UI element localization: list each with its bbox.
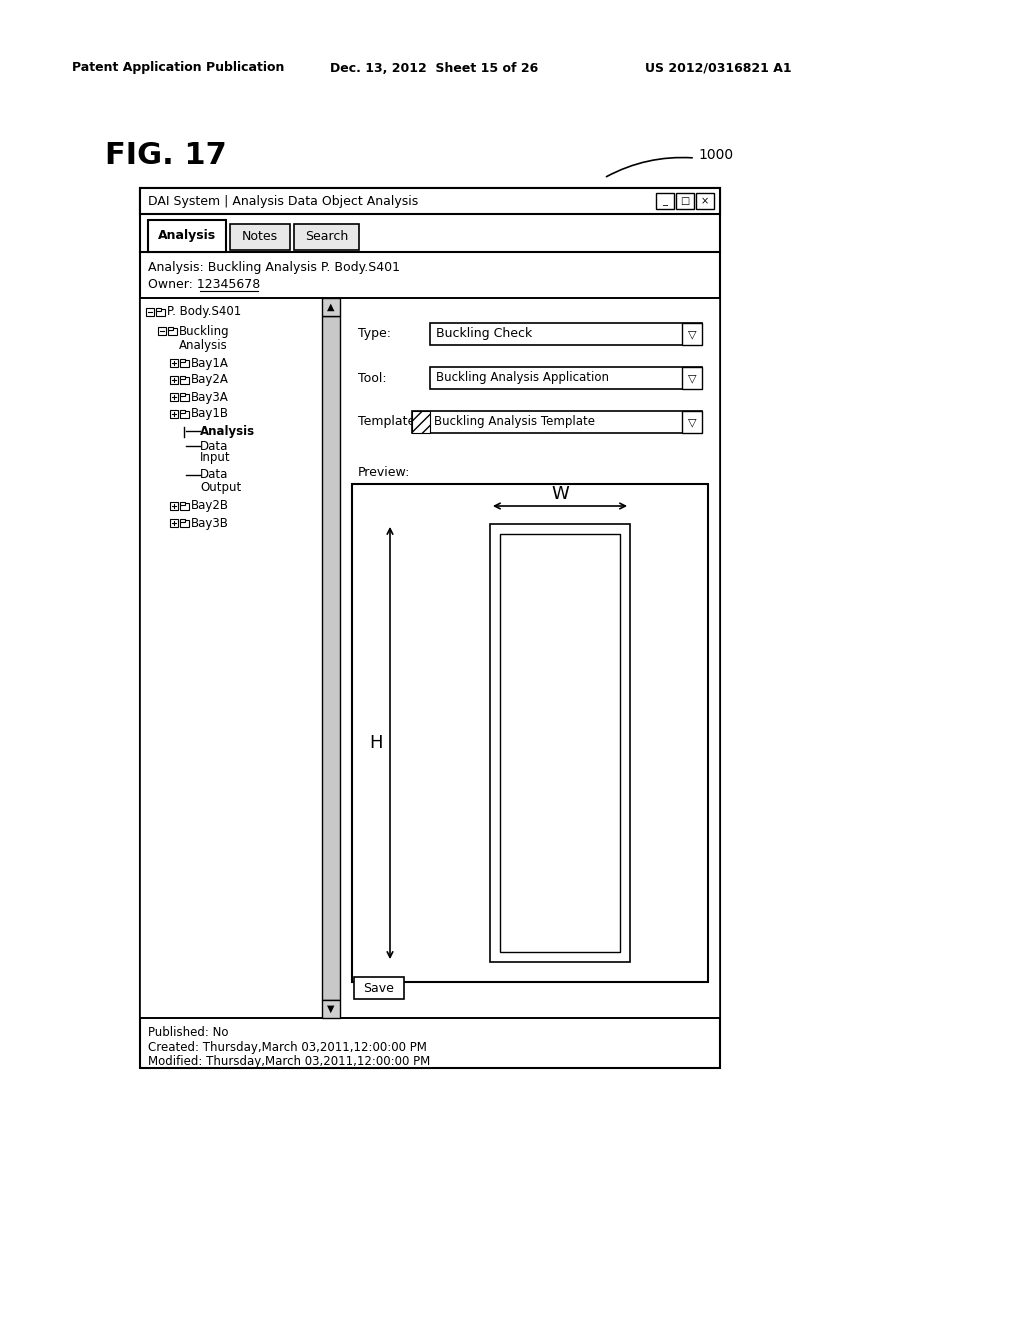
Bar [168,326,172,330]
Bar [430,367,702,389]
Text: Dec. 13, 2012  Sheet 15 of 26: Dec. 13, 2012 Sheet 15 of 26 [330,62,539,74]
Bar [180,502,184,504]
Bar [146,308,154,315]
Bar [656,193,674,209]
Text: Output: Output [200,480,242,494]
Bar [158,327,166,335]
Bar [352,484,708,982]
Text: Analysis: Buckling Analysis P. Body.S401: Analysis: Buckling Analysis P. Body.S401 [148,261,400,275]
Text: Preview:: Preview: [358,466,411,479]
Text: Analysis: Analysis [179,338,227,351]
Bar [170,411,178,418]
Text: US 2012/0316821 A1: US 2012/0316821 A1 [645,62,792,74]
Bar [682,323,702,345]
Bar [170,376,178,384]
Text: Bay1B: Bay1B [191,408,229,421]
Text: Bay1A: Bay1A [191,356,229,370]
Text: Analysis: Analysis [200,425,255,437]
Bar [430,323,702,345]
Bar [676,193,694,209]
Text: □: □ [680,195,689,206]
Text: ▲: ▲ [328,302,335,312]
Text: Bay2A: Bay2A [191,374,229,387]
Bar [682,411,702,433]
Bar [322,1001,340,1018]
Text: Analysis: Analysis [158,230,216,243]
Text: H: H [370,734,383,752]
Bar [230,224,290,249]
Text: Template:: Template: [358,416,420,429]
Text: ▽: ▽ [688,417,696,426]
Text: Buckling: Buckling [179,325,229,338]
Text: Buckling Analysis Application: Buckling Analysis Application [436,371,609,384]
Bar [170,519,178,527]
Text: _: _ [663,195,668,206]
Text: ▼: ▼ [328,1005,335,1014]
Text: Modified: Thursday,March 03,2011,12:00:00 PM: Modified: Thursday,March 03,2011,12:00:0… [148,1056,430,1068]
Text: Published: No: Published: No [148,1026,228,1039]
Bar [180,359,184,362]
Text: Created: Thursday,March 03,2011,12:00:00 PM: Created: Thursday,March 03,2011,12:00:00… [148,1040,427,1053]
Bar [180,392,184,396]
Bar [500,535,620,952]
Bar [148,220,226,252]
Text: 1000: 1000 [698,148,733,162]
Text: Buckling Check: Buckling Check [436,327,532,341]
Bar [340,298,720,1018]
Bar [180,376,189,384]
Bar [170,359,178,367]
Bar [180,359,189,367]
Text: P. Body.S401: P. Body.S401 [167,305,242,318]
Text: Data: Data [200,440,228,453]
Text: Save: Save [364,982,394,994]
Text: Owner: 12345678: Owner: 12345678 [148,277,260,290]
Bar [140,298,340,1018]
Bar [412,411,702,433]
Bar [170,502,178,510]
Text: Data: Data [200,469,228,482]
Text: Bay3A: Bay3A [191,391,228,404]
Bar [354,977,404,999]
Bar [180,409,184,412]
Bar [180,519,184,521]
Text: ▽: ▽ [688,329,696,339]
Bar [156,309,165,315]
Bar [682,367,702,389]
Text: Tool:: Tool: [358,371,387,384]
Text: Bay2B: Bay2B [191,499,229,512]
Text: Buckling Analysis Template: Buckling Analysis Template [434,416,595,429]
Bar [140,187,720,214]
Bar [140,187,720,1068]
Text: W: W [551,484,569,503]
Bar [180,375,184,379]
Bar [180,411,189,417]
Bar [696,193,714,209]
Text: FIG. 17: FIG. 17 [105,140,226,169]
Text: DAI System | Analysis Data Object Analysis: DAI System | Analysis Data Object Analys… [148,194,418,207]
Bar [412,411,430,433]
Bar [180,393,189,400]
Text: Notes: Notes [242,231,279,243]
Text: Type:: Type: [358,327,391,341]
Bar [180,503,189,510]
Bar [180,520,189,527]
Text: Input: Input [200,451,230,465]
Text: Search: Search [305,231,348,243]
Text: ×: × [701,195,709,206]
Bar [156,308,161,310]
Text: Bay3B: Bay3B [191,516,229,529]
Bar [168,327,177,334]
Bar [170,393,178,401]
Bar [322,298,340,315]
Text: Patent Application Publication: Patent Application Publication [72,62,285,74]
Bar [294,224,359,249]
Text: ▽: ▽ [688,374,696,383]
Bar [322,315,340,1001]
Bar [490,524,630,962]
